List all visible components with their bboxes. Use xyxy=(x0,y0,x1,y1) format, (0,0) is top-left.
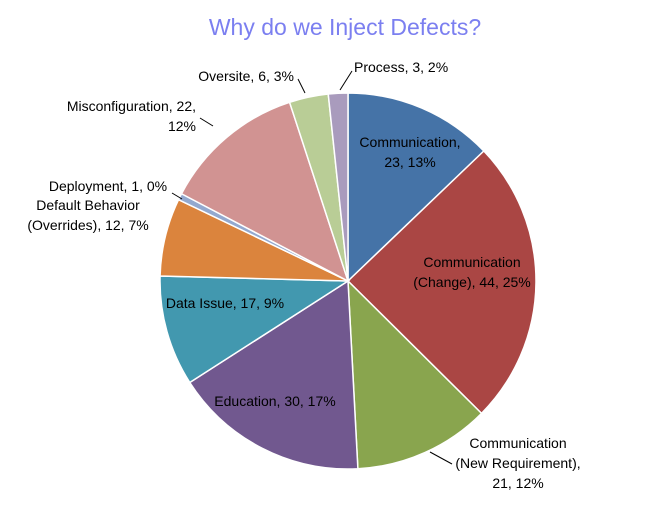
pie-slices xyxy=(159,92,537,470)
slice-label-line: Misconfiguration, 22, xyxy=(67,98,196,114)
slice-label-communication-new-requirement: Communication (New Requirement), 21, 12% xyxy=(455,435,580,491)
pie-slice-process xyxy=(327,92,349,282)
slice-label-line: Communication xyxy=(469,435,566,451)
slice-label-line: Communication xyxy=(423,254,520,270)
slice-label-oversite: Oversite, 6, 3% xyxy=(198,68,294,84)
pie-slice-communication-change xyxy=(346,149,537,415)
slice-labels: Communication, 23, 13% Communication (Chang… xyxy=(27,59,580,491)
leader-lines xyxy=(171,70,453,465)
slice-label-line: 12% xyxy=(168,118,196,134)
pie-slice-misconfiguration xyxy=(180,101,350,283)
leader-line-deployment xyxy=(171,192,183,200)
pie-slice-communication-new-requirement xyxy=(347,279,483,470)
slice-label-default-behavior-overrides: Default Behavior (Overrides), 12, 7% xyxy=(27,197,148,233)
slice-label-line: Data Issue, 17, 9% xyxy=(166,295,284,311)
leader-line-communication-new-requirement xyxy=(429,451,453,465)
slice-label-line: 23, 13% xyxy=(384,154,435,170)
pie-slice-education xyxy=(188,279,359,470)
slice-label-line: Oversite, 6, 3% xyxy=(198,68,294,84)
slice-label-communication-change: Communication (Change), 44, 25% xyxy=(413,254,531,290)
slice-label-education: Education, 30, 17% xyxy=(214,393,335,409)
chart-title: Why do we Inject Defects? xyxy=(209,14,481,40)
slice-label-line: (Overrides), 12, 7% xyxy=(27,217,148,233)
slice-label-communication: Communication, 23, 13% xyxy=(359,134,460,170)
leader-line-oversite xyxy=(297,78,306,94)
slice-label-line: Process, 3, 2% xyxy=(354,59,448,75)
slice-label-line: 21, 12% xyxy=(492,475,543,491)
pie-slice-communication xyxy=(347,92,485,283)
slice-label-line: (Change), 44, 25% xyxy=(413,274,531,290)
slice-label-misconfiguration: Misconfiguration, 22, 12% xyxy=(67,98,196,134)
slice-label-data-issue: Data Issue, 17, 9% xyxy=(166,295,284,311)
pie-slice-data-issue xyxy=(159,275,351,384)
slice-label-line: (New Requirement), xyxy=(455,455,580,471)
leader-line-misconfiguration xyxy=(199,117,214,127)
slice-label-process: Process, 3, 2% xyxy=(354,59,448,75)
slice-label-line: Education, 30, 17% xyxy=(214,393,335,409)
slice-label-deployment: Deployment, 1, 0% xyxy=(49,178,167,194)
slice-label-line: Default Behavior xyxy=(36,197,140,213)
leader-line-process xyxy=(339,70,353,91)
slice-label-line: Communication, xyxy=(359,134,460,150)
slice-label-line: Deployment, 1, 0% xyxy=(49,178,167,194)
